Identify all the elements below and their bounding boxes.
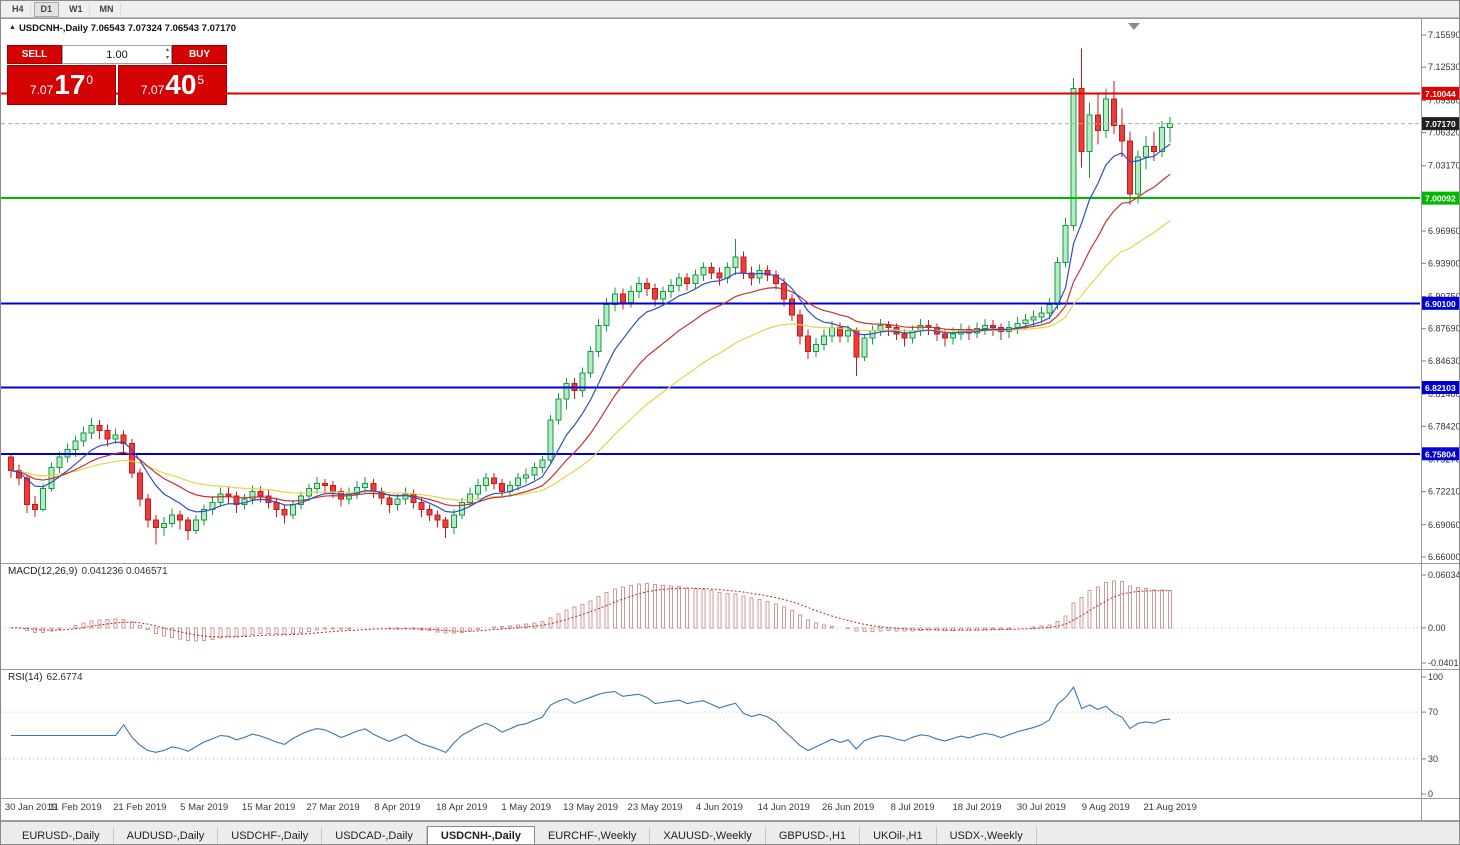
svg-text:6.66000: 6.66000 [1428, 552, 1460, 562]
chart-tab-usdcad-daily[interactable]: USDCAD-,Daily [322, 827, 427, 844]
svg-text:21 Aug 2019: 21 Aug 2019 [1144, 802, 1197, 813]
svg-text:6.90750: 6.90750 [1428, 291, 1460, 301]
svg-text:6.69060: 6.69060 [1428, 520, 1460, 530]
volume-value: 1.00 [106, 48, 128, 61]
svg-text:6.78420: 6.78420 [1428, 421, 1460, 431]
svg-text:27 Mar 2019: 27 Mar 2019 [306, 802, 359, 813]
chart-tab-audusd-daily[interactable]: AUDUSD-,Daily [114, 827, 219, 844]
axis-price-tag [1422, 117, 1459, 131]
volume-increase-button[interactable]: ▴ [165, 47, 169, 53]
chart-tab-usdcnh-daily[interactable]: USDCNH-,Daily [426, 826, 535, 844]
svg-text:100: 100 [1428, 672, 1443, 682]
svg-text:6.93900: 6.93900 [1428, 258, 1460, 268]
svg-text:6.72210: 6.72210 [1428, 487, 1460, 497]
svg-text:70: 70 [1428, 707, 1438, 717]
svg-text:7.12530: 7.12530 [1428, 62, 1460, 72]
chart-tab-usdchf-daily[interactable]: USDCHF-,Daily [218, 827, 323, 844]
svg-text:18 Apr 2019: 18 Apr 2019 [436, 802, 487, 813]
svg-text:0: 0 [1428, 789, 1433, 799]
bid-price-prefix: 7.07 [29, 82, 54, 97]
rsi-value: 62.6774 [46, 672, 83, 683]
axis-price-tag [1422, 296, 1459, 310]
svg-text:7.03170: 7.03170 [1428, 161, 1460, 171]
svg-text:6.75804: 6.75804 [1425, 449, 1456, 459]
axis-price-tag [1422, 191, 1459, 205]
svg-text:15 Mar 2019: 15 Mar 2019 [242, 802, 295, 813]
svg-text:23 May 2019: 23 May 2019 [628, 802, 683, 813]
ask-price-prefix: 7.07 [140, 82, 165, 97]
svg-text:5 Mar 2019: 5 Mar 2019 [180, 802, 228, 813]
svg-text:8 Apr 2019: 8 Apr 2019 [374, 802, 420, 813]
chart-tab-xauusd-weekly[interactable]: XAUUSD-,Weekly [650, 827, 766, 844]
sell-button[interactable]: SELL [7, 45, 62, 64]
svg-text:11 Feb 2019: 11 Feb 2019 [49, 802, 102, 813]
svg-text:-0.040136: -0.040136 [1428, 658, 1460, 668]
chart-tab-usdx-weekly[interactable]: USDX-,Weekly [937, 827, 1037, 844]
chart-tab-ukoil-h1[interactable]: UKOil-,H1 [860, 827, 937, 844]
svg-text:6.84630: 6.84630 [1428, 356, 1460, 366]
timeframe-button-h4[interactable]: H4 [5, 1, 31, 17]
timeframe-button-w1[interactable]: W1 [62, 1, 90, 17]
bid-price-fraction: 0 [86, 72, 94, 87]
svg-text:21 Feb 2019: 21 Feb 2019 [113, 802, 166, 813]
svg-text:7.06320: 7.06320 [1428, 128, 1460, 138]
symbol-title: ▲ USDCNH-,Daily 7.06543 7.07324 7.06543 7… [9, 23, 236, 34]
timeframe-button-d1[interactable]: D1 [33, 1, 60, 17]
svg-text:4 Jun 2019: 4 Jun 2019 [696, 802, 743, 813]
svg-text:13 May 2019: 13 May 2019 [563, 802, 618, 813]
chart-shift-marker-icon [1128, 23, 1140, 30]
rsi-name: RSI(14) [8, 672, 43, 683]
ask-price-fraction: 5 [197, 72, 205, 87]
macd-indicator-label: MACD(12,26,9) 0.041236 0.046571 [8, 566, 168, 577]
buy-button[interactable]: BUY [172, 45, 227, 64]
volume-decrease-button[interactable]: ▾ [165, 55, 169, 61]
svg-text:6.81480: 6.81480 [1428, 389, 1460, 399]
svg-text:7.15590: 7.15590 [1428, 30, 1460, 40]
chart-tab-bar: EURUSD-,Daily AUDUSD-,Daily USDCHF-,Daily U… [1, 821, 1459, 844]
svg-text:0.00: 0.00 [1428, 623, 1446, 633]
axis-price-tag [1422, 447, 1459, 461]
svg-text:18 Jul 2019: 18 Jul 2019 [952, 802, 1001, 813]
svg-text:6.90100: 6.90100 [1425, 299, 1456, 309]
svg-text:9 Aug 2019: 9 Aug 2019 [1082, 802, 1130, 813]
buy-price-box[interactable]: 7.07 40 5 [118, 65, 227, 105]
svg-text:14 Jun 2019: 14 Jun 2019 [758, 802, 810, 813]
macd-name: MACD(12,26,9) [8, 566, 78, 577]
svg-text:30 Jul 2019: 30 Jul 2019 [1017, 802, 1066, 813]
ask-price-big: 40 [165, 69, 197, 100]
symbol-title-text: USDCNH-,Daily 7.06543 7.07324 7.06543 7.… [18, 23, 237, 34]
macd-values: 0.041236 0.046571 [81, 566, 168, 577]
svg-text:7.09380: 7.09380 [1428, 95, 1460, 105]
chart-marker-icon: ▲ [9, 24, 16, 31]
svg-text:0.060343: 0.060343 [1428, 570, 1460, 580]
timeframe-toolbar: H4 D1 W1 MN [1, 1, 1459, 18]
svg-text:6.96960: 6.96960 [1428, 226, 1460, 236]
svg-text:30 Jan 2019: 30 Jan 2019 [5, 802, 57, 813]
timeframe-button-mn[interactable]: MN [93, 1, 121, 17]
axis-price-tag [1422, 86, 1459, 100]
sell-price-box[interactable]: 7.07 17 0 [7, 65, 116, 105]
rsi-indicator-label: RSI(14) 62.6774 [8, 672, 83, 683]
chart-tab-eurusd-daily[interactable]: EURUSD-,Daily [9, 827, 114, 844]
svg-text:6.87690: 6.87690 [1428, 324, 1460, 334]
svg-text:1 May 2019: 1 May 2019 [501, 802, 551, 813]
chart-tab-eurchf-weekly[interactable]: EURCHF-,Weekly [535, 827, 651, 844]
volume-spinner: ▴ ▾ [166, 46, 169, 62]
bid-price-big: 17 [54, 69, 86, 100]
svg-text:7.10044: 7.10044 [1425, 89, 1456, 99]
axis-price-tag [1422, 380, 1459, 394]
svg-text:26 Jun 2019: 26 Jun 2019 [822, 802, 874, 813]
one-click-trading-panel: SELL 1.00 ▴ ▾ BUY 7.07 17 0 7.07 40 5 [7, 45, 227, 105]
svg-text:7.00092: 7.00092 [1425, 194, 1456, 204]
svg-text:30: 30 [1428, 754, 1438, 764]
chart-tab-gbpusd-h1[interactable]: GBPUSD-,H1 [766, 827, 861, 844]
volume-field[interactable]: 1.00 ▴ ▾ [62, 45, 172, 64]
svg-text:7.07170: 7.07170 [1425, 119, 1456, 129]
svg-text:8 Jul 2019: 8 Jul 2019 [891, 802, 935, 813]
svg-text:6.82103: 6.82103 [1425, 383, 1456, 393]
